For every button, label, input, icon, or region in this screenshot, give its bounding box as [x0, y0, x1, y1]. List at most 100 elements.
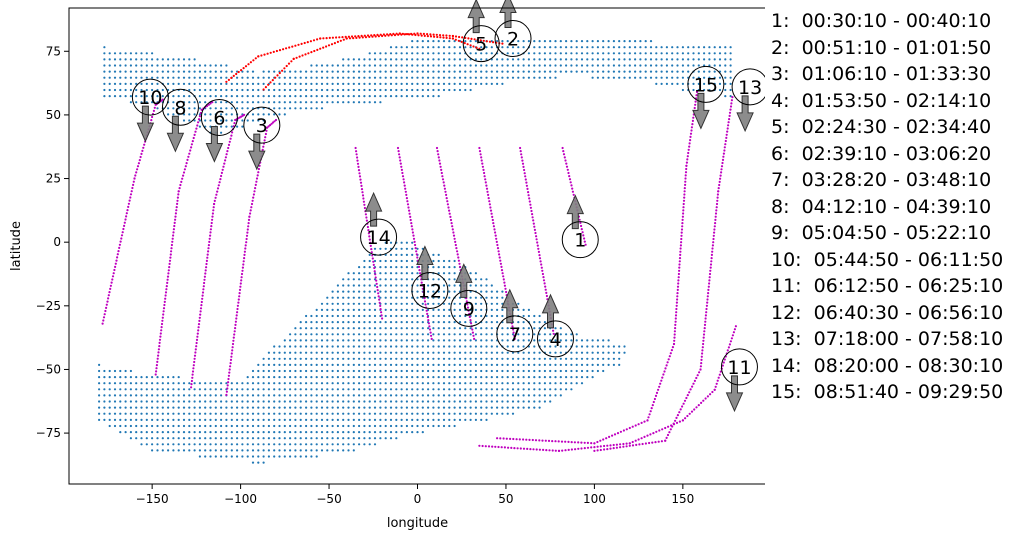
landmass-point	[358, 376, 361, 379]
landmass-point	[326, 369, 329, 373]
landmass-point	[522, 406, 525, 409]
landmass-point	[570, 40, 573, 43]
landmass-point	[527, 382, 531, 385]
landmass-point	[278, 412, 281, 415]
landmass-point	[395, 327, 398, 330]
landmass-point	[602, 40, 605, 43]
landmass-point	[522, 40, 525, 43]
landmass-point	[315, 345, 318, 348]
landmass-point	[506, 339, 509, 342]
landmass-point	[358, 345, 361, 348]
landmass-point	[225, 95, 228, 98]
landmass-point	[326, 357, 329, 360]
track-point	[646, 419, 649, 422]
landmass-point	[310, 369, 313, 373]
track-point	[606, 444, 609, 447]
landmass-point	[241, 449, 244, 452]
landmass-point	[283, 345, 286, 348]
landmass-point	[527, 339, 531, 342]
landmass-point	[209, 64, 212, 67]
landmass-point	[671, 76, 674, 79]
landmass-point	[326, 339, 329, 342]
landmass-point	[655, 70, 658, 73]
track-point	[229, 365, 232, 368]
landmass-point	[570, 351, 573, 354]
landmass-point	[336, 412, 339, 415]
landmass-point	[448, 82, 451, 85]
landmass-point	[241, 125, 244, 128]
landmass-point	[421, 376, 424, 379]
landmass-point	[538, 40, 541, 43]
track-point	[357, 165, 360, 168]
landmass-point	[448, 76, 451, 79]
track-point	[164, 294, 167, 297]
track-point	[244, 65, 248, 68]
landmass-point	[458, 388, 462, 391]
track-point	[706, 298, 709, 301]
landmass-point	[565, 64, 568, 67]
track-point	[655, 430, 658, 433]
landmass-point	[320, 412, 324, 415]
legend-entry: 3: 01:06:10 - 01:33:30	[771, 63, 992, 85]
track-point	[197, 329, 200, 332]
track-point	[536, 244, 539, 247]
landmass-point	[543, 40, 547, 43]
landmass-point	[543, 394, 547, 397]
track-point	[622, 429, 626, 432]
landmass-point	[129, 388, 132, 391]
landmass-point	[368, 308, 371, 311]
landmass-point	[549, 357, 552, 360]
track-point	[523, 172, 526, 175]
landmass-point	[474, 296, 477, 299]
landmass-point	[586, 376, 589, 379]
label-circle	[687, 65, 725, 103]
landmass-point	[596, 40, 600, 43]
landmass-point	[262, 412, 265, 415]
landmass-point	[411, 345, 414, 348]
landmass-point	[363, 101, 366, 104]
landmass-point	[358, 382, 361, 385]
landmass-point	[400, 70, 403, 73]
landmass-point	[151, 418, 154, 421]
landmass-point	[511, 406, 515, 409]
landmass-point	[193, 412, 196, 415]
landmass-point	[363, 351, 366, 354]
x-tick-label: −50	[316, 492, 341, 506]
landmass-point	[193, 113, 196, 116]
landmass-point	[480, 296, 483, 299]
track-point	[681, 218, 684, 221]
track-point	[233, 333, 236, 336]
landmass-point	[618, 52, 621, 55]
landmass-point	[400, 64, 403, 67]
landmass-point	[485, 412, 488, 415]
track-point	[292, 57, 295, 61]
track-point	[190, 383, 193, 386]
track-point	[273, 120, 276, 123]
track-point	[369, 244, 372, 247]
landmass-point	[411, 418, 414, 421]
landmass-point	[246, 418, 249, 421]
landmass-point	[294, 327, 297, 330]
landmass-point	[214, 406, 217, 409]
landmass-point	[331, 70, 334, 73]
track-point	[675, 421, 679, 424]
landmass-point	[347, 296, 350, 299]
landmass-point	[549, 76, 552, 79]
landmass-point	[236, 424, 239, 428]
landmass-point	[262, 357, 265, 360]
landmass-point	[331, 431, 334, 434]
track-point	[203, 275, 206, 278]
track-point	[226, 387, 229, 390]
landmass-point	[135, 424, 138, 428]
track-point	[583, 441, 586, 444]
track-point	[126, 209, 129, 212]
track-point	[174, 215, 177, 218]
landmass-point	[320, 76, 324, 79]
landmass-point	[320, 82, 324, 85]
landmass-point	[209, 88, 212, 92]
landmass-point	[331, 88, 334, 92]
track-point	[190, 146, 193, 149]
landmass-point	[480, 76, 483, 79]
landmass-point	[299, 327, 302, 330]
label-circle	[536, 320, 574, 358]
